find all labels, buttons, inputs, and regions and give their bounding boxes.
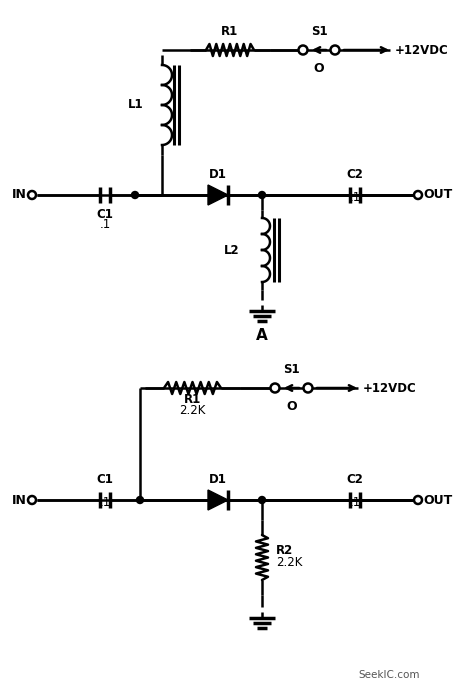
Circle shape	[131, 192, 138, 198]
Text: O: O	[314, 61, 324, 74]
Text: D1: D1	[209, 168, 227, 181]
Text: R2: R2	[276, 544, 293, 557]
Text: OUT: OUT	[423, 493, 452, 506]
Circle shape	[299, 45, 308, 54]
Text: D1: D1	[209, 473, 227, 486]
Circle shape	[137, 497, 144, 504]
Text: 2.2K: 2.2K	[179, 404, 206, 417]
Circle shape	[303, 384, 312, 393]
Text: O: O	[286, 400, 297, 413]
Polygon shape	[208, 490, 228, 510]
Text: +12VDC: +12VDC	[395, 43, 449, 56]
Text: R1: R1	[184, 393, 201, 406]
Circle shape	[258, 192, 265, 198]
Text: S1: S1	[310, 25, 328, 38]
Text: .1: .1	[349, 191, 361, 204]
Text: C2: C2	[346, 168, 364, 181]
Text: .1: .1	[349, 496, 361, 509]
Circle shape	[330, 45, 339, 54]
Circle shape	[258, 497, 265, 504]
Text: S1: S1	[283, 363, 300, 376]
Polygon shape	[208, 185, 228, 205]
Text: A: A	[256, 327, 268, 342]
Text: IN: IN	[12, 493, 27, 506]
Text: C2: C2	[346, 473, 364, 486]
Text: 2.2K: 2.2K	[276, 557, 302, 570]
Text: SeekIC.com: SeekIC.com	[358, 670, 420, 680]
Text: C1: C1	[97, 209, 113, 221]
Text: L1: L1	[128, 99, 144, 112]
Text: +12VDC: +12VDC	[363, 382, 417, 395]
Text: L2: L2	[224, 243, 240, 256]
Circle shape	[271, 384, 280, 393]
Text: C1: C1	[97, 473, 113, 486]
Text: .1: .1	[100, 496, 110, 509]
Text: OUT: OUT	[423, 189, 452, 201]
Circle shape	[28, 191, 36, 199]
Text: .1: .1	[100, 218, 110, 232]
Circle shape	[414, 496, 422, 504]
Text: IN: IN	[12, 189, 27, 201]
Circle shape	[414, 191, 422, 199]
Circle shape	[28, 496, 36, 504]
Text: R1: R1	[221, 25, 238, 38]
